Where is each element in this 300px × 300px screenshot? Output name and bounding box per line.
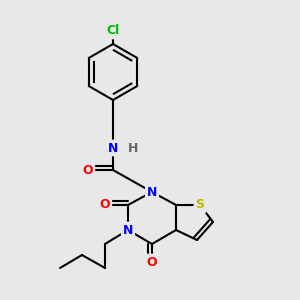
Text: O: O (147, 256, 157, 268)
Text: N: N (123, 224, 133, 236)
Text: N: N (108, 142, 118, 154)
Text: Cl: Cl (106, 25, 120, 38)
Text: O: O (100, 199, 110, 212)
Text: N: N (147, 185, 157, 199)
Text: S: S (196, 199, 205, 212)
Text: H: H (128, 142, 138, 154)
Text: O: O (83, 164, 93, 176)
